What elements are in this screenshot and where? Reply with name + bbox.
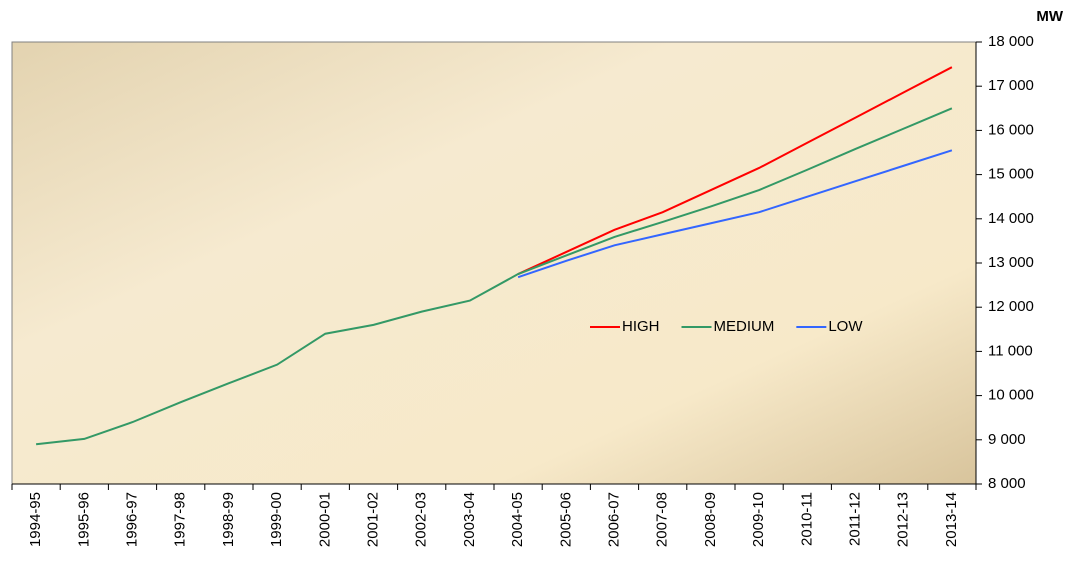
x-tick-label: 2008-09 [702,492,719,547]
x-tick-label: 2009-10 [750,492,767,547]
x-tick-label: 2004-05 [509,492,526,547]
y-tick-label: 15 000 [988,166,1034,183]
legend-label: LOW [828,318,863,335]
y-tick-label: 10 000 [988,387,1034,404]
legend-label: MEDIUM [714,318,775,335]
y-tick-label: 11 000 [988,342,1033,359]
x-tick-label: 2013-14 [943,492,960,547]
x-tick-label: 1996-97 [123,492,140,547]
y-axis-label: MW [1036,8,1063,25]
series-line [35,107,953,446]
y-tick-label: 8 000 [988,475,1026,492]
x-tick-label: 2012-13 [895,492,912,547]
y-tick-label: 16 000 [988,121,1034,138]
y-tick-label: 9 000 [988,431,1026,448]
series-line [517,66,953,275]
x-tick-label: 1999-00 [268,492,285,547]
x-tick-label: 2002-03 [413,492,430,547]
legend-label: HIGH [622,318,660,335]
x-tick-label: 1994-95 [27,492,44,547]
x-tick-label: 2005-06 [557,492,574,547]
x-tick-label: 2010-11 [798,492,815,546]
x-tick-label: 2011-12 [846,492,863,546]
y-tick-label: 13 000 [988,254,1034,271]
x-tick-label: 1995-96 [75,492,92,547]
x-tick-label: 1997-98 [172,492,189,547]
plot-area [11,41,977,485]
y-tick-label: 12 000 [988,298,1034,315]
x-tick-label: 2001-02 [364,492,381,547]
x-tick-label: 2006-07 [605,492,622,547]
x-tick-label: 2007-08 [654,492,671,547]
x-tick-label: 2000-01 [316,492,333,547]
y-tick-label: 18 000 [988,33,1034,50]
y-tick-label: 14 000 [988,210,1034,227]
x-tick-label: 1998-99 [220,492,237,547]
y-tick-label: 17 000 [988,77,1034,94]
x-tick-label: 2003-04 [461,492,478,547]
series-line [517,149,953,279]
